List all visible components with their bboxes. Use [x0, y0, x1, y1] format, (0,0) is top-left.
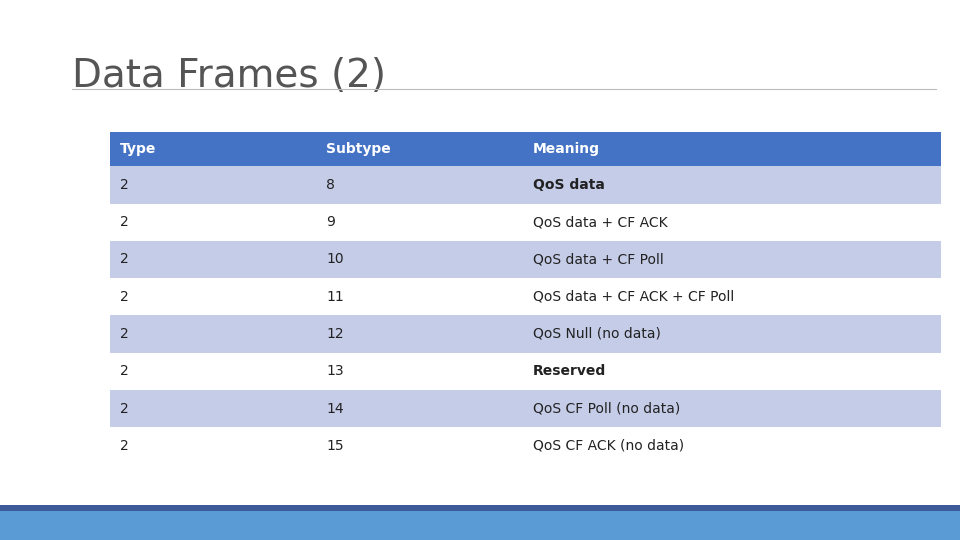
Bar — [110, 427, 317, 464]
Text: 15: 15 — [326, 439, 344, 453]
Bar — [0, 505, 960, 511]
Text: 12: 12 — [326, 327, 344, 341]
Text: Reserved: Reserved — [533, 364, 606, 378]
Bar — [0, 505, 960, 540]
Bar — [317, 166, 523, 204]
Text: QoS data + CF ACK: QoS data + CF ACK — [533, 215, 667, 229]
Bar — [110, 204, 317, 241]
Bar — [317, 353, 523, 390]
Text: Meaning: Meaning — [533, 143, 600, 156]
Text: 13: 13 — [326, 364, 344, 378]
Bar — [317, 315, 523, 353]
Text: 10: 10 — [326, 253, 344, 266]
Text: Type: Type — [120, 143, 156, 156]
Bar — [317, 278, 523, 315]
Bar — [110, 278, 317, 315]
Bar — [523, 278, 941, 315]
Bar — [317, 427, 523, 464]
Bar — [523, 427, 941, 464]
Text: 2: 2 — [120, 364, 129, 378]
Text: Subtype: Subtype — [326, 143, 391, 156]
Bar — [523, 315, 941, 353]
Bar — [523, 390, 941, 427]
Text: 2: 2 — [120, 253, 129, 266]
Text: 2: 2 — [120, 327, 129, 341]
Text: Data Frames (2): Data Frames (2) — [72, 57, 386, 94]
Bar — [523, 204, 941, 241]
Text: 14: 14 — [326, 402, 344, 415]
Text: QoS Null (no data): QoS Null (no data) — [533, 327, 660, 341]
Bar — [110, 390, 317, 427]
Bar — [523, 166, 941, 204]
Bar — [110, 132, 317, 166]
Text: 2: 2 — [120, 290, 129, 303]
Text: 2: 2 — [120, 402, 129, 415]
Bar — [523, 353, 941, 390]
Bar — [523, 241, 941, 278]
Bar — [317, 132, 523, 166]
Bar — [110, 315, 317, 353]
Bar — [523, 132, 941, 166]
Bar — [110, 353, 317, 390]
Text: QoS data: QoS data — [533, 178, 605, 192]
Text: 8: 8 — [326, 178, 335, 192]
Text: QoS CF Poll (no data): QoS CF Poll (no data) — [533, 402, 680, 415]
Text: 9: 9 — [326, 215, 335, 229]
Text: 2: 2 — [120, 215, 129, 229]
Bar — [110, 241, 317, 278]
Bar — [317, 241, 523, 278]
Text: 2: 2 — [120, 439, 129, 453]
Text: 2: 2 — [120, 178, 129, 192]
Bar — [317, 204, 523, 241]
Text: QoS CF ACK (no data): QoS CF ACK (no data) — [533, 439, 684, 453]
Text: QoS data + CF ACK + CF Poll: QoS data + CF ACK + CF Poll — [533, 290, 734, 303]
Bar — [110, 166, 317, 204]
Text: 11: 11 — [326, 290, 344, 303]
Bar — [317, 390, 523, 427]
Text: QoS data + CF Poll: QoS data + CF Poll — [533, 253, 663, 266]
